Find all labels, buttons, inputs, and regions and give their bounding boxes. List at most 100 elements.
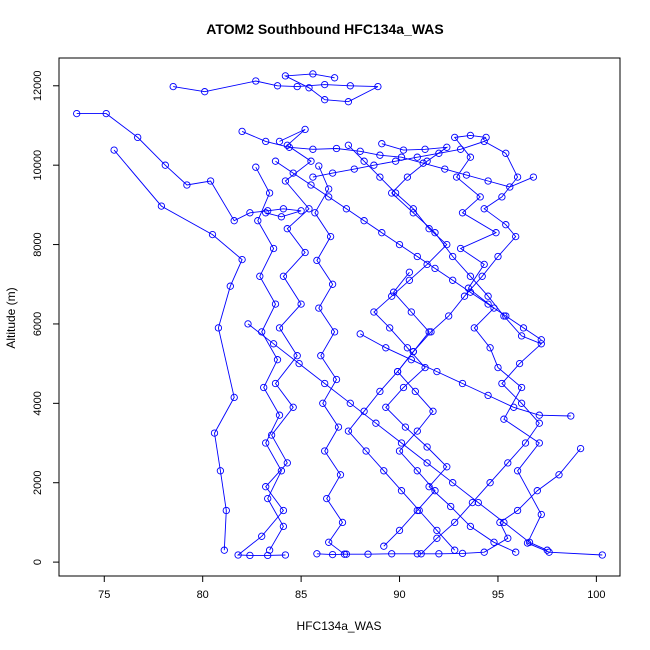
data-point (364, 550, 372, 558)
data-point (328, 280, 337, 288)
data-point (543, 546, 551, 554)
data-point (466, 522, 475, 531)
y-axis-label: Altitude (m) (4, 287, 18, 348)
data-point (307, 181, 315, 189)
data-point (374, 82, 382, 91)
x-tick-label: 100 (587, 589, 605, 601)
series-2 (313, 444, 585, 559)
y-tick-label: 4000 (32, 391, 44, 415)
data-point (382, 344, 390, 352)
data-point (443, 463, 451, 471)
data-point (449, 252, 457, 261)
data-point (340, 550, 349, 558)
data-point (537, 510, 545, 519)
data-point (443, 143, 451, 151)
data-point (289, 403, 297, 411)
series-7 (344, 141, 520, 556)
x-tick-label: 95 (492, 589, 504, 601)
data-point (466, 153, 475, 161)
data-point (397, 439, 406, 447)
data-point (372, 419, 380, 427)
series-3 (234, 125, 315, 560)
data-point (535, 419, 543, 427)
data-point (238, 255, 246, 264)
data-point (401, 423, 410, 431)
x-axis-label: HFC134a_WAS (297, 619, 382, 633)
data-point (307, 157, 315, 165)
data-point (407, 356, 415, 364)
series-14 (244, 320, 551, 554)
series-8 (311, 162, 349, 558)
data-point (285, 143, 293, 151)
data-point (73, 109, 81, 118)
data-point (323, 494, 331, 503)
data-point (535, 439, 543, 447)
data-point (388, 292, 396, 300)
y-tick-label: 12000 (32, 70, 44, 101)
data-point (445, 312, 453, 320)
data-point (441, 165, 449, 173)
data-point (183, 181, 191, 189)
data-point (169, 82, 177, 91)
data-point (399, 383, 408, 392)
data-point (321, 447, 329, 455)
data-point (484, 177, 492, 185)
data-point (380, 467, 388, 475)
data-point (309, 145, 317, 153)
data-point (157, 202, 166, 210)
data-point (502, 221, 510, 229)
data-point (376, 173, 384, 181)
data-point (447, 502, 455, 511)
data-point (321, 96, 329, 104)
data-point (517, 383, 526, 392)
data-point (405, 276, 414, 284)
data-point (376, 387, 384, 396)
data-point (451, 133, 459, 142)
data-point (458, 549, 467, 558)
data-point (271, 379, 280, 388)
data-point (500, 518, 508, 527)
data-point (317, 352, 325, 360)
data-point (264, 551, 272, 560)
x-tick-label: 90 (393, 589, 405, 601)
data-point (220, 546, 228, 554)
data-point (468, 498, 477, 507)
data-point (466, 288, 475, 296)
data-point (409, 209, 417, 217)
data-point (425, 328, 433, 336)
data-point (222, 506, 230, 515)
series-16 (271, 157, 545, 344)
data-point (484, 300, 492, 308)
data-point (258, 532, 266, 540)
series-13 (238, 127, 538, 191)
chart-title: ATOM2 Southbound HFC134a_WAS (206, 21, 444, 37)
data-point (321, 379, 329, 388)
data-point (395, 447, 404, 455)
data-point (484, 292, 492, 300)
data-point (421, 145, 429, 153)
data-point (470, 324, 478, 332)
data-point (134, 133, 142, 142)
data-point (265, 546, 274, 554)
data-point (262, 209, 270, 217)
data-point (325, 538, 333, 546)
data-point (423, 260, 431, 269)
data-point (344, 141, 353, 149)
data-point (519, 324, 528, 332)
data-point (435, 149, 443, 157)
y-tick-label: 2000 (32, 470, 44, 494)
data-point (370, 161, 378, 169)
data-point (413, 506, 421, 515)
data-point (275, 411, 284, 419)
data-point (480, 205, 488, 213)
data-point (427, 328, 435, 336)
data-point (321, 80, 329, 89)
data-point (328, 169, 337, 177)
data-point (456, 244, 465, 253)
data-point (417, 550, 425, 558)
series-line (113, 149, 243, 551)
data-point (234, 551, 242, 559)
data-point (466, 131, 475, 140)
data-point (486, 479, 494, 487)
data-point (498, 193, 506, 201)
